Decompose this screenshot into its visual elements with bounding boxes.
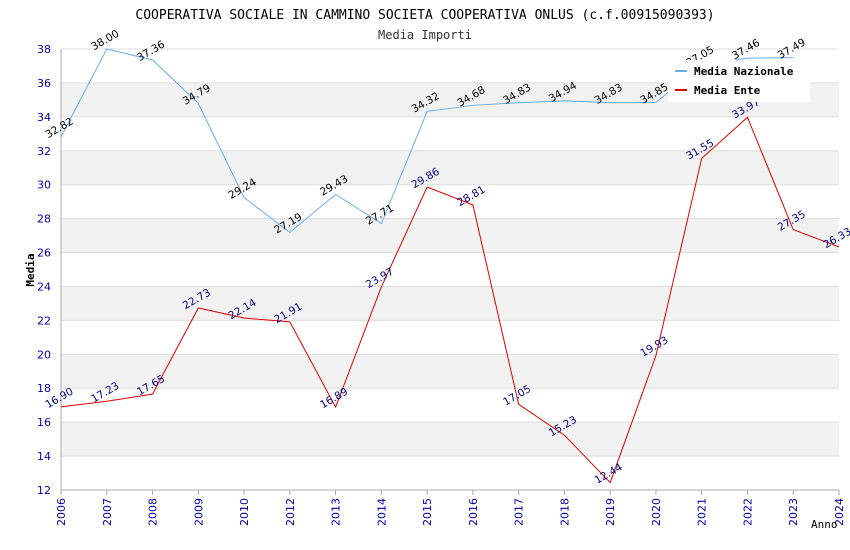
grid-band <box>61 184 839 219</box>
legend-entry: Media Ente <box>694 84 761 97</box>
x-tick-label: 2010 <box>238 498 251 526</box>
y-tick-label: 18 <box>37 382 51 395</box>
x-tick-label: 2023 <box>787 498 800 526</box>
grid-band <box>61 218 839 253</box>
grid-band <box>61 388 839 423</box>
chart-subtitle: Media Importi <box>378 28 472 42</box>
x-tick-label: 2008 <box>147 498 160 526</box>
y-tick-label: 34 <box>37 111 51 124</box>
y-tick-label: 22 <box>37 314 51 327</box>
gridlines <box>61 48 839 491</box>
y-axis-label: Media <box>24 253 37 286</box>
y-tick-label: 36 <box>37 77 51 90</box>
grid-bands <box>61 49 839 490</box>
grid-band <box>61 320 839 355</box>
x-tick-label: 2021 <box>696 498 709 526</box>
x-tick-label: 2017 <box>513 498 526 526</box>
series-line-media-ente <box>60 116 840 484</box>
grid-band <box>61 422 839 457</box>
x-tick-label: 2020 <box>650 498 663 526</box>
grid-band <box>61 252 839 287</box>
x-tick-label: 2012 <box>284 498 297 526</box>
legend-box <box>668 60 810 102</box>
legend-entry: Media Nazionale <box>694 65 794 78</box>
x-tick-label: 2014 <box>375 498 388 526</box>
y-tick-label: 14 <box>37 450 51 463</box>
x-tick-label: 2009 <box>192 498 205 526</box>
chart-title: COOPERATIVA SOCIALE IN CAMMINO SOCIETA C… <box>135 8 714 23</box>
grid-band <box>61 150 839 185</box>
y-tick-label: 20 <box>37 348 51 361</box>
grid-band <box>61 286 839 321</box>
y-tick-label: 12 <box>37 484 51 497</box>
x-tick-label: 2013 <box>330 498 343 526</box>
y-tick-label: 26 <box>37 247 51 260</box>
x-tick-label: 2022 <box>741 498 754 526</box>
grid-band <box>61 116 839 151</box>
y-tick-label: 28 <box>37 213 51 226</box>
x-tick-label: 2007 <box>101 498 114 526</box>
grid-band <box>61 354 839 389</box>
y-tick-label: 30 <box>37 179 51 192</box>
grid-band <box>61 456 839 490</box>
x-axis-label: Anno <box>811 518 838 531</box>
y-tick-label: 16 <box>37 416 51 429</box>
y-tick-label: 38 <box>37 43 51 56</box>
x-tick-label: 2018 <box>558 498 571 526</box>
x-tick-label: 2006 <box>55 498 68 526</box>
y-tick-label: 32 <box>37 145 51 158</box>
x-tick-label: 2015 <box>421 498 434 526</box>
y-tick-label: 24 <box>37 280 51 293</box>
x-tick-label: 2019 <box>604 498 617 526</box>
x-tick-label: 2024 <box>833 498 846 526</box>
x-tick-label: 2016 <box>467 498 480 526</box>
legend: Media Nazionale Media Ente <box>668 60 810 102</box>
